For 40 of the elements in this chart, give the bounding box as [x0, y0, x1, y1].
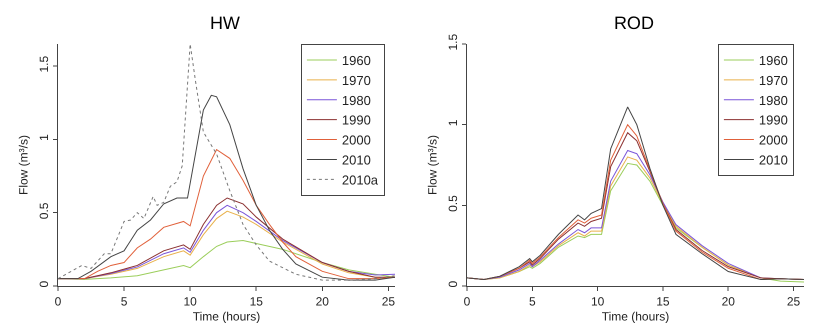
x-tick-label: 15	[656, 294, 670, 308]
x-tick-label: 20	[316, 294, 330, 308]
y-tick-label: 0	[446, 280, 460, 288]
x-tick-label: 25	[382, 294, 396, 308]
y-tick-label: 1	[446, 119, 460, 126]
y-tick-label: 1	[37, 134, 52, 141]
y-tick-label: 0.5	[446, 194, 460, 212]
x-tick-label: 5	[120, 294, 128, 308]
legend-label: 1960	[758, 53, 788, 68]
x-tick-label: 20	[722, 294, 736, 308]
legend-label: 1960	[342, 53, 371, 68]
x-axis-title: Time (hours)	[192, 309, 260, 324]
x-tick-label: 15	[250, 294, 264, 308]
y-tick-label: 0	[37, 280, 52, 288]
legend-label: 2000	[342, 132, 371, 148]
line-series	[58, 44, 395, 281]
legend-label: 1990	[342, 112, 371, 128]
y-axis-title: Flow (m³/s)	[426, 135, 440, 195]
x-tick-label: 10	[183, 294, 198, 308]
legend-label: 2010a	[342, 172, 379, 188]
chart-title: ROD	[614, 13, 654, 33]
legend-label: 1980	[758, 92, 788, 108]
legend-label: 1990	[758, 112, 788, 128]
x-tick-label: 10	[590, 294, 605, 308]
y-tick-label: 0.5	[37, 202, 52, 220]
legend-label: 2000	[758, 132, 788, 148]
y-tick-label: 1.5	[446, 34, 460, 51]
legend-label: 1970	[342, 72, 371, 88]
chart-title: HW	[210, 13, 240, 33]
legend-label: 1970	[758, 72, 788, 88]
x-tick-label: 0	[54, 294, 62, 308]
legend-label: 2010	[342, 152, 371, 168]
x-tick-label: 5	[528, 294, 536, 308]
legend-label: 1980	[342, 92, 371, 108]
y-axis-title: Flow (m³/s)	[16, 135, 30, 195]
x-axis-title: Time (hours)	[602, 309, 670, 324]
legend-label: 2010	[758, 152, 788, 168]
x-tick-label: 25	[786, 294, 801, 308]
y-tick-label: 1.5	[37, 56, 52, 73]
x-tick-label: 0	[464, 294, 471, 308]
